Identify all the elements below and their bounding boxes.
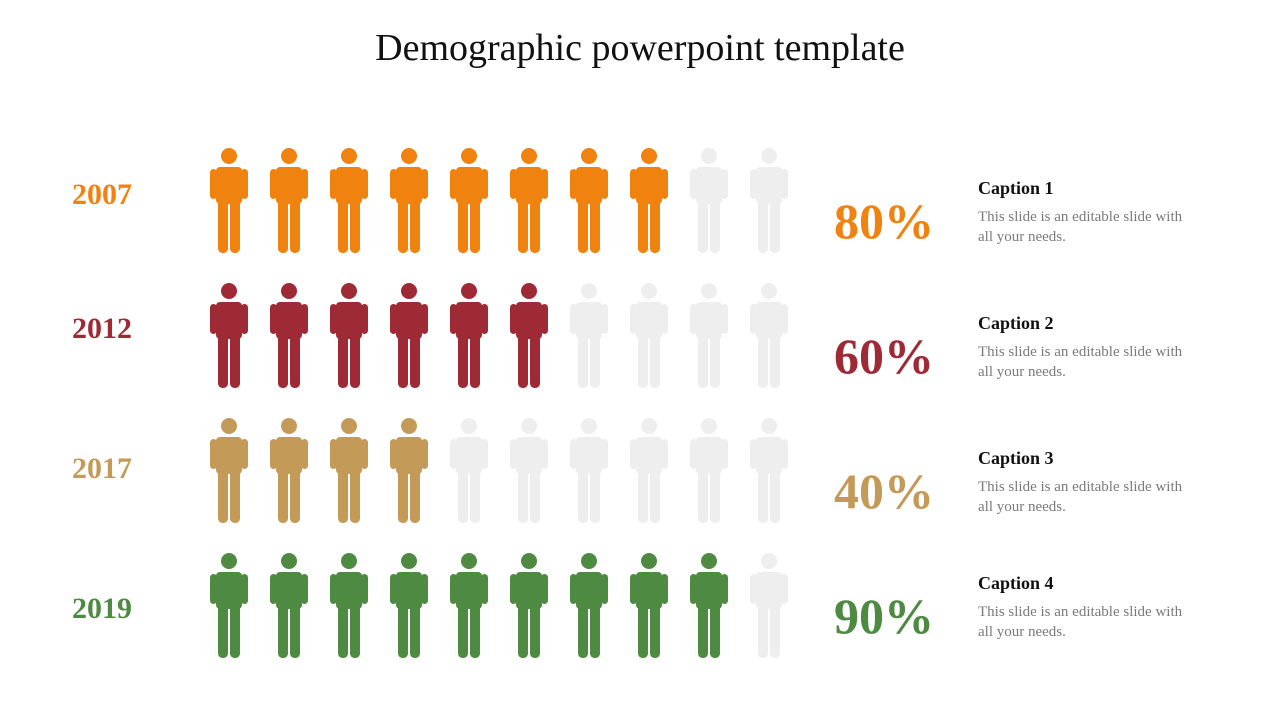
- row-year: 2007: [72, 178, 132, 211]
- demographic-row-2017: 2017 40% Caption 3 This slide is an edit…: [0, 418, 1280, 538]
- people-icons: [205, 148, 805, 268]
- row-year: 2017: [72, 452, 132, 485]
- page-title: Demographic powerpoint template: [375, 27, 905, 69]
- person-icon-empty: [505, 418, 553, 528]
- demographic-row-2012: 2012 60% Caption 2 This slide is an edit…: [0, 283, 1280, 403]
- person-icon-empty: [685, 148, 733, 258]
- person-icon-filled: [265, 418, 313, 528]
- person-icon-filled: [385, 418, 433, 528]
- person-icon-filled: [205, 148, 253, 258]
- person-icon-filled: [565, 148, 613, 258]
- caption-text: This slide is an editable slide with all…: [978, 344, 1183, 380]
- row-percent: 90%: [834, 588, 934, 644]
- person-icon-empty: [445, 418, 493, 528]
- person-icon-empty: [745, 148, 793, 258]
- person-icon-filled: [265, 283, 313, 393]
- people-icons: [205, 418, 805, 538]
- person-icon-empty: [625, 283, 673, 393]
- person-icon-empty: [565, 418, 613, 528]
- person-icon-filled: [505, 148, 553, 258]
- person-icon-filled: [265, 553, 313, 663]
- caption-title: Caption 2: [978, 313, 1054, 333]
- people-icons: [205, 553, 805, 673]
- person-icon-filled: [325, 283, 373, 393]
- caption-title: Caption 3: [978, 448, 1054, 468]
- person-icon-filled: [205, 283, 253, 393]
- person-icon-filled: [325, 553, 373, 663]
- person-icon-empty: [745, 553, 793, 663]
- person-icon-empty: [625, 418, 673, 528]
- person-icon-filled: [265, 148, 313, 258]
- person-icon-empty: [745, 283, 793, 393]
- row-year: 2019: [72, 592, 132, 625]
- caption-text: This slide is an editable slide with all…: [978, 209, 1183, 245]
- person-icon-filled: [205, 418, 253, 528]
- person-icon-filled: [505, 283, 553, 393]
- person-icon-filled: [325, 148, 373, 258]
- person-icon-filled: [685, 553, 733, 663]
- person-icon-filled: [565, 553, 613, 663]
- caption-text: This slide is an editable slide with all…: [978, 604, 1183, 640]
- person-icon-filled: [325, 418, 373, 528]
- demographic-row-2007: 2007 80% Caption 1 This slide is an edit…: [0, 148, 1280, 268]
- person-icon-empty: [745, 418, 793, 528]
- person-icon-filled: [205, 553, 253, 663]
- person-icon-filled: [385, 148, 433, 258]
- person-icon-filled: [385, 553, 433, 663]
- caption-title: Caption 1: [978, 178, 1054, 198]
- person-icon-empty: [685, 418, 733, 528]
- row-percent: 40%: [834, 463, 934, 519]
- caption-text: This slide is an editable slide with all…: [978, 479, 1183, 515]
- row-year: 2012: [72, 312, 132, 345]
- row-percent: 80%: [834, 193, 934, 249]
- caption-title: Caption 4: [978, 573, 1054, 593]
- demographic-row-2019: 2019 90% Caption 4 This slide is an edit…: [0, 553, 1280, 673]
- person-icon-filled: [505, 553, 553, 663]
- person-icon-filled: [625, 553, 673, 663]
- person-icon-filled: [445, 148, 493, 258]
- person-icon-filled: [385, 283, 433, 393]
- row-percent: 60%: [834, 328, 934, 384]
- person-icon-filled: [445, 283, 493, 393]
- person-icon-empty: [565, 283, 613, 393]
- person-icon-filled: [625, 148, 673, 258]
- people-icons: [205, 283, 805, 403]
- person-icon-empty: [685, 283, 733, 393]
- person-icon-filled: [445, 553, 493, 663]
